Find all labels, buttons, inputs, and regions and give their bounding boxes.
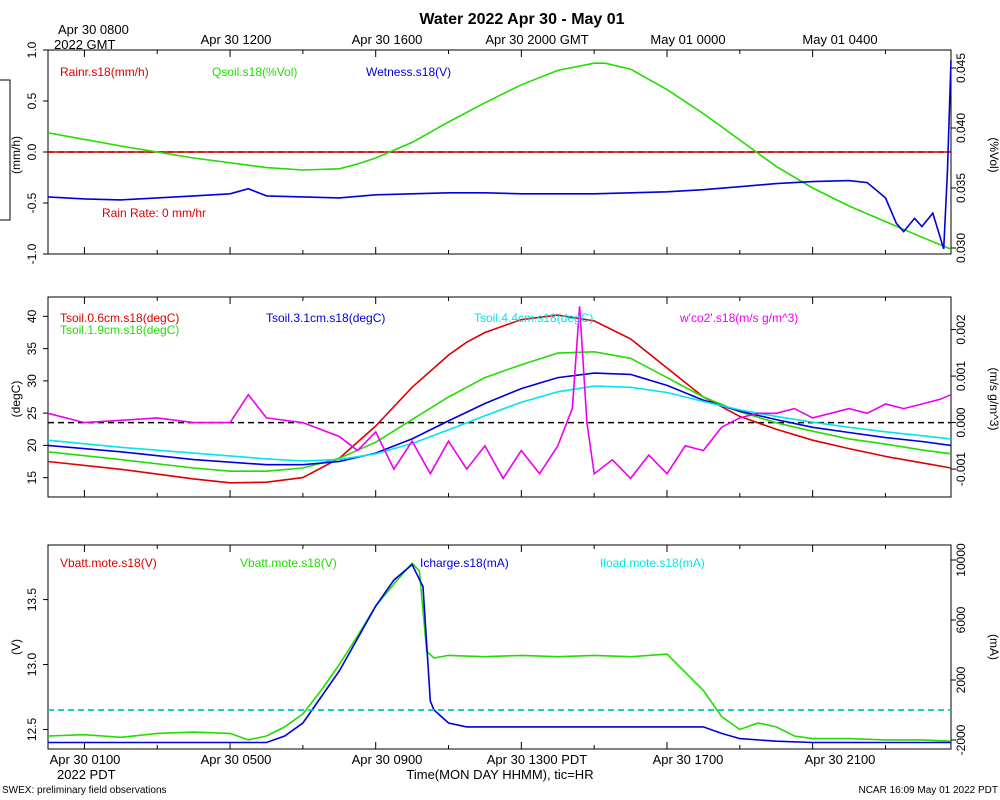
bottom-axis-label: Apr 30 0900	[352, 752, 423, 767]
panel-power: 12.5 13.0 13.5 -2000 2000 6000 10000	[25, 543, 968, 755]
legend-wetness: Wetness.s18(V)	[366, 65, 451, 79]
bottom-axis-label: Apr 30 1700	[653, 752, 724, 767]
legend-iload: Iload.mote.s18(mA)	[600, 556, 705, 570]
series-line-icharge-s18-ma	[48, 563, 951, 744]
top-axis-label: Apr 30 2000 GMT	[485, 32, 588, 47]
series-line-vbatt-mote-s18-v	[47, 562, 952, 742]
panel-water: -1.0 -0.5 0.0 0.5 1.0 0.030 0.035 0.040 0.045	[25, 41, 968, 264]
bottom-axis-label: Apr 30 0500	[201, 752, 272, 767]
footer-right: NCAR 16:09 May 01 2022 PDT	[858, 785, 998, 796]
y-tick-label-left: -1.0	[25, 243, 39, 264]
series-line-w-co2-s18-m-s-g-m-3	[47, 306, 952, 480]
bottom-axis-label: Apr 30 1300 PDT	[487, 752, 588, 767]
legend-qsoil: Qsoil.s18(%Vol)	[212, 65, 297, 79]
y-tick-label-right: 0.001	[954, 361, 968, 391]
series-line-qsoil-s18-vol	[47, 62, 952, 250]
y-tick-label-left: 15	[25, 471, 39, 485]
legend-rainr: Rainr.s18(mm/h)	[60, 65, 149, 79]
y-tick-label-left: 20	[25, 438, 39, 452]
legend-icharge: Icharge.s18(mA)	[420, 556, 509, 570]
series-line-tsoil-3-1cm-s18-degc	[47, 372, 952, 466]
y-tick-label-right: -2000	[954, 724, 968, 755]
y-tick-label-right: 0.030	[954, 233, 968, 263]
chart-title: Water 2022 Apr 30 - May 01	[419, 11, 624, 28]
y-tick-label-right: 2000	[954, 666, 968, 693]
y-tick-label-right: 0.002	[954, 314, 968, 344]
y-tick-label-left: 1.0	[25, 41, 39, 58]
series-line-tsoil-4-4cm-s18-degc	[47, 385, 952, 462]
bottom-axis-title: Time(MON DAY HHMM), tic=HR	[406, 767, 593, 782]
y-tick-label-left: 25	[25, 406, 39, 420]
right-axis-label-ma: (mA)	[987, 634, 1000, 660]
y-tick-label-left: 30	[25, 374, 39, 388]
y-tick-label-right: 6000	[954, 606, 968, 633]
y-tick-label-left: 40	[25, 309, 39, 323]
left-axis-label-mmh: (mm/h)	[9, 136, 23, 174]
y-tick-label-left: 12.5	[25, 718, 39, 742]
y-tick-label-right: 0.035	[954, 173, 968, 203]
legend-tsoil-06: Tsoil.0.6cm.s18(degC)	[60, 311, 179, 325]
legend-tsoil-31: Tsoil.3.1cm.s18(degC)	[266, 311, 385, 325]
top-axis-label: May 01 0400	[802, 32, 877, 47]
legend-vbatt-red: Vbatt.mote.s18(V)	[60, 556, 157, 570]
y-tick-label-right: -0.001	[954, 452, 968, 486]
y-tick-label-right: 0.000	[954, 407, 968, 437]
left-axis-label-degc: (degC)	[9, 381, 23, 418]
top-axis-label: Apr 30 1600	[352, 32, 423, 47]
legend-box-fragment	[0, 79, 11, 221]
right-axis-label-flux: (m/s g/m^3)	[987, 368, 1000, 431]
legend-wco2: w'co2'.s18(m/s g/m^3)	[679, 311, 798, 325]
series-line-tsoil-0-6cm-s18-degc	[47, 314, 952, 484]
y-tick-label-left: 13.5	[25, 588, 39, 612]
y-tick-label-right: 0.045	[954, 53, 968, 83]
top-axis-label: Apr 30 1200	[201, 32, 272, 47]
y-tick-label-left: 0.0	[25, 143, 39, 160]
series-line-tsoil-1-9cm-s18-degc	[47, 350, 952, 473]
panel-frame	[47, 544, 952, 750]
footer-left: SWEX: preliminary field observations	[2, 785, 167, 796]
panel-temperature: 15 20 25 30 35 40 -0.001 0.000 0.001 0.002	[25, 296, 968, 498]
y-tick-label-left: 35	[25, 342, 39, 356]
bottom-axis-label: Apr 30 2100	[805, 752, 876, 767]
panel-frame	[47, 296, 952, 498]
y-tick-label-right: 0.040	[954, 113, 968, 143]
top-axis-label: May 01 0000	[650, 32, 725, 47]
series-line-wetness-s18-v	[47, 60, 952, 250]
left-axis-label-v: (V)	[9, 639, 23, 655]
bottom-year-label: 2022 PDT	[57, 767, 116, 782]
right-axis-label-vol: (%Vol)	[987, 137, 1000, 172]
legend-tsoil-44: Tsoil.4.4cm.s18(degC)	[474, 311, 593, 325]
y-tick-label-left: 13.0	[25, 653, 39, 677]
top-axis-first-label-line2: 2022 GMT	[54, 37, 115, 52]
bottom-axis-label: Apr 30 0100	[50, 752, 121, 767]
y-tick-label-right: 10000	[954, 543, 968, 577]
y-tick-label-left: 0.5	[25, 92, 39, 109]
legend-tsoil-19: Tsoil.1.9cm.s18(degC)	[60, 323, 179, 337]
legend-vbatt-green: Vbatt.mote.s18(V)	[240, 556, 337, 570]
y-tick-label-left: -0.5	[25, 192, 39, 213]
top-axis-first-label-line1: Apr 30 0800	[58, 22, 129, 37]
rain-rate-annotation: Rain Rate: 0 mm/hr	[102, 206, 206, 220]
